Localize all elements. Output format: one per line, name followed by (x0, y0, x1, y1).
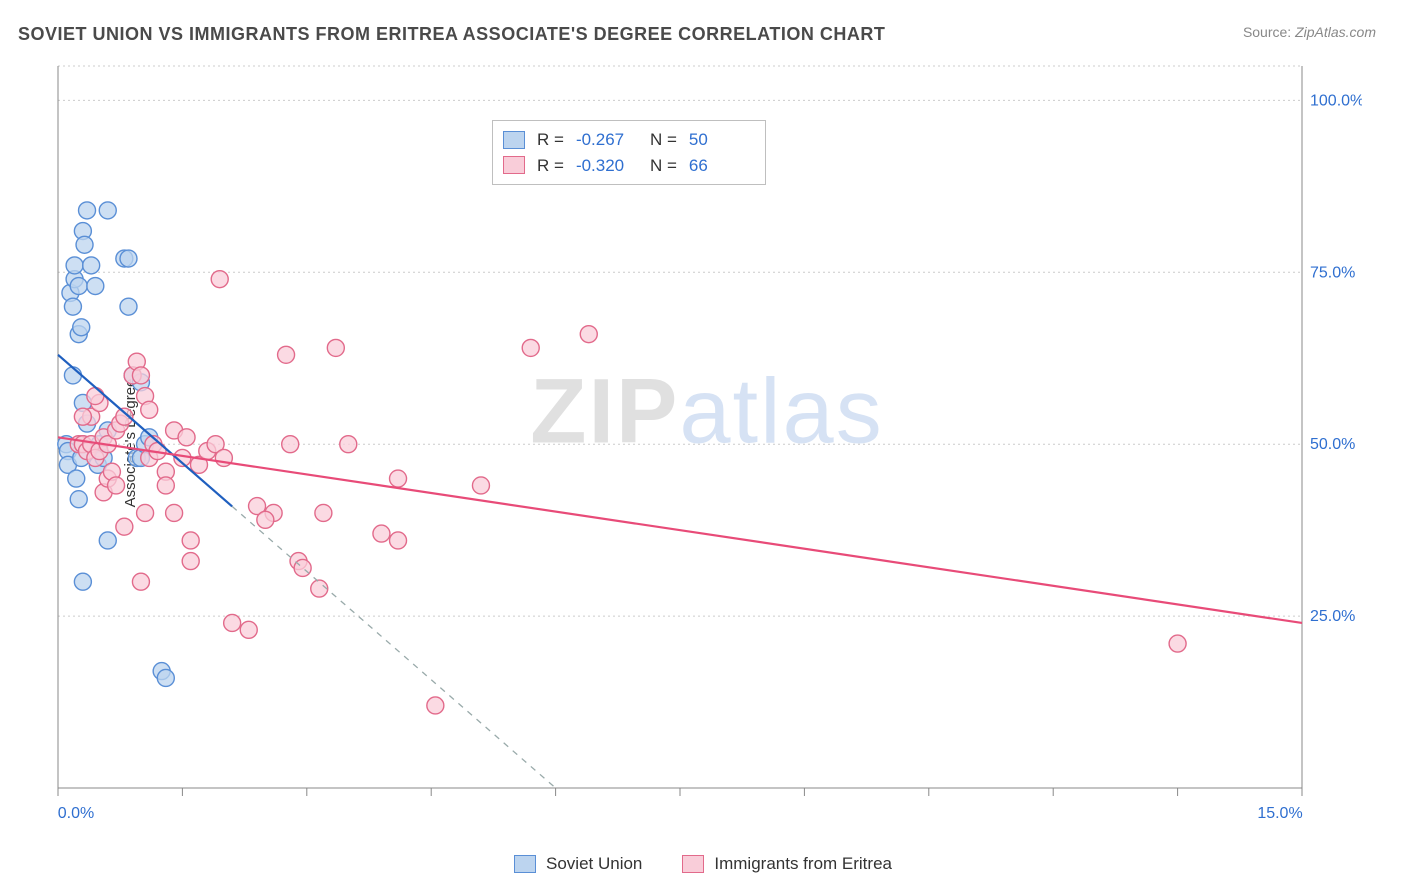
r-value-0: -0.267 (576, 127, 638, 153)
n-value-1: 66 (689, 153, 751, 179)
n-label: N = (650, 153, 677, 179)
r-label: R = (537, 127, 564, 153)
source-value: ZipAtlas.com (1295, 24, 1376, 40)
legend-item-1: Immigrants from Eritrea (682, 854, 892, 874)
bottom-legend: Soviet Union Immigrants from Eritrea (0, 854, 1406, 874)
chart-title: SOVIET UNION VS IMMIGRANTS FROM ERITREA … (18, 24, 885, 45)
stats-row-series-1: R = -0.320 N = 66 (503, 153, 751, 179)
svg-text:75.0%: 75.0% (1310, 264, 1355, 281)
n-label: N = (650, 127, 677, 153)
source-attribution: Source: ZipAtlas.com (1243, 24, 1376, 40)
svg-text:100.0%: 100.0% (1310, 92, 1362, 109)
svg-text:15.0%: 15.0% (1257, 805, 1302, 822)
legend-item-0: Soviet Union (514, 854, 642, 874)
svg-text:25.0%: 25.0% (1310, 608, 1355, 625)
legend-label-1: Immigrants from Eritrea (714, 854, 892, 874)
stats-legend: R = -0.267 N = 50 R = -0.320 N = 66 (492, 120, 766, 185)
svg-text:0.0%: 0.0% (58, 805, 94, 822)
legend-swatch-0 (514, 855, 536, 873)
n-value-0: 50 (689, 127, 751, 153)
r-value-1: -0.320 (576, 153, 638, 179)
legend-swatch-1 (682, 855, 704, 873)
swatch-series-1 (503, 156, 525, 174)
plot-area: Associate's Degree ZIPatlas 25.0%50.0%75… (52, 58, 1362, 828)
stats-row-series-0: R = -0.267 N = 50 (503, 127, 751, 153)
legend-label-0: Soviet Union (546, 854, 642, 874)
source-label: Source: (1243, 24, 1291, 40)
r-label: R = (537, 153, 564, 179)
svg-text:50.0%: 50.0% (1310, 436, 1355, 453)
swatch-series-0 (503, 131, 525, 149)
